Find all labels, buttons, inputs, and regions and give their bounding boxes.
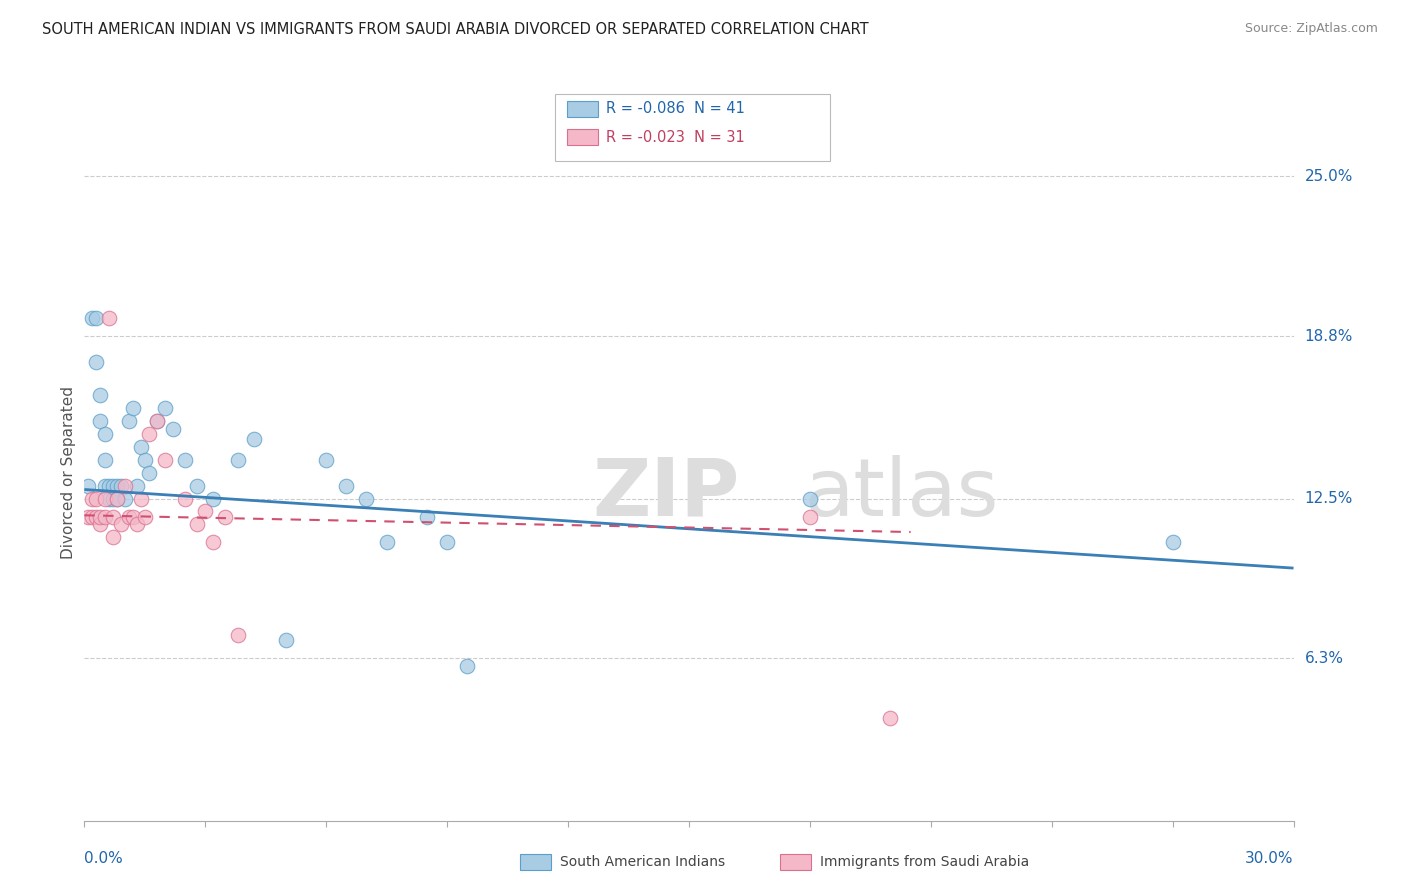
Point — [101, 491, 124, 506]
Point — [114, 478, 136, 492]
Point — [121, 401, 143, 416]
Text: R = -0.023  N = 31: R = -0.023 N = 31 — [606, 130, 745, 145]
Text: R = -0.086  N = 41: R = -0.086 N = 41 — [606, 102, 745, 116]
Point — [214, 509, 236, 524]
Point — [174, 491, 197, 506]
Point — [105, 478, 128, 492]
Point — [186, 478, 208, 492]
Point — [146, 414, 169, 428]
Point — [89, 517, 111, 532]
Point — [134, 509, 156, 524]
Point — [82, 509, 104, 524]
Point — [129, 440, 152, 454]
Point — [86, 311, 108, 326]
Point — [93, 478, 115, 492]
Point — [93, 453, 115, 467]
Point — [125, 478, 148, 492]
Point — [93, 491, 115, 506]
Point — [226, 628, 249, 642]
Point — [153, 453, 176, 467]
Text: SOUTH AMERICAN INDIAN VS IMMIGRANTS FROM SAUDI ARABIA DIVORCED OR SEPARATED CORR: SOUTH AMERICAN INDIAN VS IMMIGRANTS FROM… — [42, 22, 869, 37]
Text: 6.3%: 6.3% — [1305, 651, 1344, 665]
Point — [226, 453, 249, 467]
Text: atlas: atlas — [804, 455, 998, 533]
Point — [194, 504, 217, 518]
Point — [110, 517, 132, 532]
Point — [86, 491, 108, 506]
Point — [93, 509, 115, 524]
Point — [89, 414, 111, 428]
Point — [274, 633, 297, 648]
Point — [97, 491, 120, 506]
Point — [82, 311, 104, 326]
Point — [138, 427, 160, 442]
Point — [436, 535, 458, 549]
Point — [153, 401, 176, 416]
Point — [375, 535, 398, 549]
Point — [1161, 535, 1184, 549]
Point — [105, 491, 128, 506]
Y-axis label: Divorced or Separated: Divorced or Separated — [60, 386, 76, 559]
Point — [93, 427, 115, 442]
Point — [202, 491, 225, 506]
Point — [202, 535, 225, 549]
Point — [242, 432, 264, 446]
Text: Source: ZipAtlas.com: Source: ZipAtlas.com — [1244, 22, 1378, 36]
Point — [129, 491, 152, 506]
Point — [105, 491, 128, 506]
Point — [121, 509, 143, 524]
Point — [356, 491, 378, 506]
Point — [118, 509, 141, 524]
Point — [799, 491, 821, 506]
Point — [77, 478, 100, 492]
Point — [101, 509, 124, 524]
Text: South American Indians: South American Indians — [560, 855, 724, 869]
Point — [416, 509, 439, 524]
Text: Immigrants from Saudi Arabia: Immigrants from Saudi Arabia — [820, 855, 1029, 869]
Point — [134, 453, 156, 467]
Point — [118, 414, 141, 428]
Point — [125, 517, 148, 532]
Point — [879, 710, 901, 724]
Point — [86, 355, 108, 369]
Point — [101, 478, 124, 492]
Point — [97, 478, 120, 492]
Text: 30.0%: 30.0% — [1246, 851, 1294, 866]
Point — [77, 509, 100, 524]
Text: 18.8%: 18.8% — [1305, 328, 1353, 343]
Point — [138, 466, 160, 480]
Point — [89, 388, 111, 402]
Point — [456, 659, 478, 673]
Point — [162, 422, 184, 436]
Point — [101, 530, 124, 544]
Point — [110, 478, 132, 492]
Point — [315, 453, 337, 467]
Text: ZIP: ZIP — [592, 455, 740, 533]
Point — [799, 509, 821, 524]
Text: 0.0%: 0.0% — [84, 851, 124, 866]
Point — [86, 509, 108, 524]
Point — [82, 491, 104, 506]
Point — [174, 453, 197, 467]
Point — [186, 517, 208, 532]
Point — [335, 478, 357, 492]
Point — [114, 491, 136, 506]
Point — [97, 311, 120, 326]
Text: 12.5%: 12.5% — [1305, 491, 1353, 506]
Point — [89, 509, 111, 524]
Text: 25.0%: 25.0% — [1305, 169, 1353, 184]
Point — [146, 414, 169, 428]
